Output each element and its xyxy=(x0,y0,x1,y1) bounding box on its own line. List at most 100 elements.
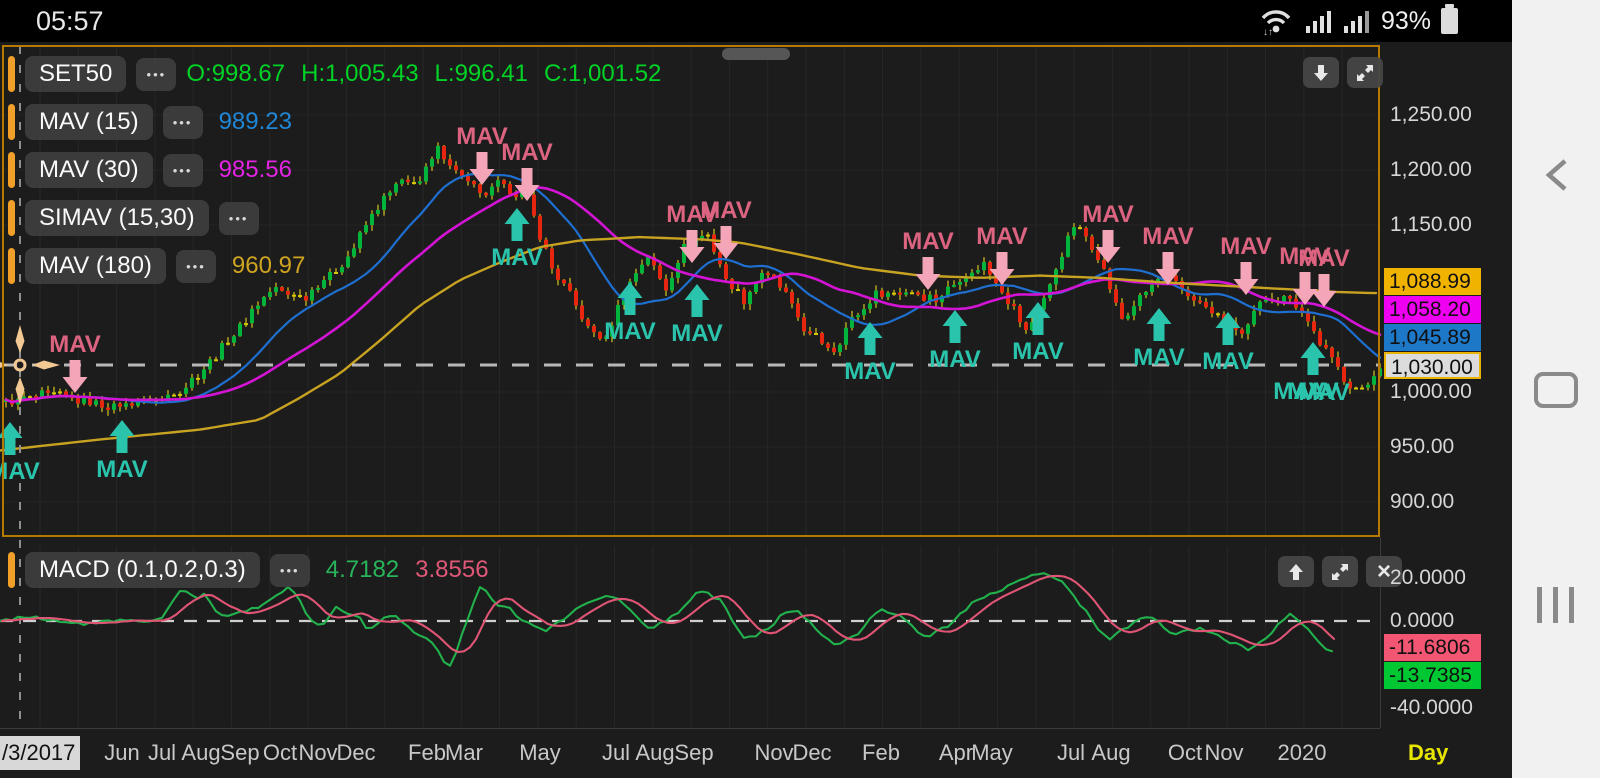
back-chevron-icon xyxy=(1545,159,1567,191)
month-label: Nov xyxy=(298,740,338,765)
symbol-options-button[interactable]: ••• xyxy=(136,57,177,91)
buy-signal-arrow xyxy=(1146,308,1172,341)
sell-signal-arrow xyxy=(989,252,1015,285)
indicator-pill-simav[interactable]: SIMAV (15,30) xyxy=(25,200,209,236)
month-label: May xyxy=(971,740,1013,765)
signal-label: MAV xyxy=(491,244,543,271)
more-dots-icon: ••• xyxy=(172,114,193,130)
signal-label: MAV xyxy=(1298,379,1350,406)
indicator-options-button[interactable]: ••• xyxy=(218,201,259,235)
month-label: Aug xyxy=(1091,740,1131,765)
signal-label: MAV xyxy=(1220,233,1272,260)
month-label: Apr xyxy=(938,740,974,765)
nav-recents-button[interactable] xyxy=(1512,570,1600,640)
sell-signal-arrow xyxy=(1155,252,1181,285)
fullscreen-macd-button[interactable] xyxy=(1322,556,1358,587)
axis-tick: 1,200.00 xyxy=(1390,158,1472,181)
axis-tick: 20.0000 xyxy=(1390,566,1466,589)
expand-icon xyxy=(1357,64,1373,81)
signal-label: MAV xyxy=(844,358,896,385)
signal-label: MAV xyxy=(1012,338,1064,365)
move-pane-up-button[interactable] xyxy=(1278,556,1314,587)
sell-signal-arrow xyxy=(514,168,540,201)
move-pane-down-button[interactable] xyxy=(1303,57,1339,88)
signal-label: MAV xyxy=(671,320,723,347)
axis-separator xyxy=(1380,537,1381,728)
signal-label: MAV xyxy=(700,197,752,224)
sell-signal-arrow xyxy=(915,257,941,290)
indicator-label: MAV (15) xyxy=(39,108,139,135)
close-value: C:1,001.52 xyxy=(543,60,662,87)
main-chart-border xyxy=(2,45,1380,537)
arrow-down-icon xyxy=(1314,64,1328,81)
axis-tick: 1,150.00 xyxy=(1390,213,1472,236)
indicator-options-button[interactable]: ••• xyxy=(162,153,203,187)
signal-label: MAV xyxy=(902,228,954,255)
signal-label: MAV xyxy=(976,223,1028,250)
arrow-up-icon xyxy=(1289,563,1303,580)
indicator-options-button[interactable]: ••• xyxy=(175,249,216,283)
fullscreen-main-button[interactable] xyxy=(1347,57,1383,88)
month-label: Dec xyxy=(792,740,832,765)
signal-label: MAV xyxy=(1133,344,1185,371)
more-dots-icon: ••• xyxy=(228,210,249,226)
buy-signal-arrow xyxy=(684,284,710,317)
more-dots-icon: ••• xyxy=(279,562,300,578)
buy-signal-arrow xyxy=(1300,342,1326,375)
buy-signal-arrow xyxy=(0,422,23,455)
indicator-pill-mav30[interactable]: MAV (30) xyxy=(25,152,153,188)
accent-bar xyxy=(8,104,15,140)
indicator-label: MACD (0.1,0.2,0.3) xyxy=(39,556,246,583)
symbol-pill[interactable]: SET50 xyxy=(25,56,127,92)
signal-label: MAV xyxy=(1287,378,1339,405)
macd-signal-value: 3.8556 xyxy=(415,556,489,583)
signal-label: MAV xyxy=(929,346,981,373)
axis-tick: 900.00 xyxy=(1390,490,1455,513)
month-label: Nov xyxy=(754,740,794,765)
month-label: Sep xyxy=(674,740,714,765)
indicator-pill-mav15[interactable]: MAV (15) xyxy=(25,104,153,140)
accent-bar xyxy=(8,56,15,92)
month-label: Dec xyxy=(336,740,376,765)
nav-home-button[interactable] xyxy=(1512,355,1600,425)
close-macd-button[interactable]: × xyxy=(1366,556,1402,587)
month-label: May xyxy=(519,740,561,765)
signal-label: MAV xyxy=(1273,378,1325,405)
buy-signal-arrow xyxy=(1025,302,1051,335)
accent-bar xyxy=(8,152,15,188)
sell-signal-arrow xyxy=(1095,230,1121,263)
indicator-value: 960.97 xyxy=(231,252,306,279)
price-tag: 1,088.99 xyxy=(1384,268,1481,295)
price-tag: 1,058.20 xyxy=(1384,296,1481,323)
accent-bar xyxy=(8,200,15,236)
signal-label: MAV xyxy=(49,331,101,358)
signal-label: MAV xyxy=(666,201,718,228)
buy-signal-arrow xyxy=(109,420,135,453)
signal-label: MAV xyxy=(1082,201,1134,228)
sell-signal-arrow xyxy=(469,152,495,185)
indicator-options-button[interactable]: ••• xyxy=(269,553,310,587)
wifi-icon: ↓↑ xyxy=(1261,10,1291,36)
timeframe-button[interactable]: Day xyxy=(1408,740,1449,765)
buy-signal-arrow xyxy=(1215,312,1241,345)
indicator-label: SIMAV (15,30) xyxy=(39,204,195,231)
crosshair-date-tag: /3/2017 xyxy=(0,736,80,770)
price-tag: 1,045.89 xyxy=(1384,324,1481,351)
indicator-options-button[interactable]: ••• xyxy=(162,105,203,139)
buy-signal-arrow xyxy=(617,282,643,315)
axis-tick: 950.00 xyxy=(1390,435,1455,458)
nav-back-button[interactable] xyxy=(1512,140,1600,210)
buy-signal-arrow xyxy=(504,208,530,241)
status-icons: ↓↑ 93% xyxy=(1257,4,1458,38)
indicator-label: MAV (180) xyxy=(39,252,152,279)
month-label: Jul xyxy=(1056,740,1086,765)
close-icon: × xyxy=(1376,557,1391,585)
indicator-value: 985.56 xyxy=(218,156,292,183)
indicator-pill-mav180[interactable]: MAV (180) xyxy=(25,248,166,284)
month-label: Oct xyxy=(1167,740,1203,765)
month-label: Oct xyxy=(262,740,298,765)
signal-label: MAV xyxy=(501,139,553,166)
indicator-pill-macd[interactable]: MACD (0.1,0.2,0.3) xyxy=(25,552,260,588)
panel-drag-handle[interactable] xyxy=(722,48,790,60)
